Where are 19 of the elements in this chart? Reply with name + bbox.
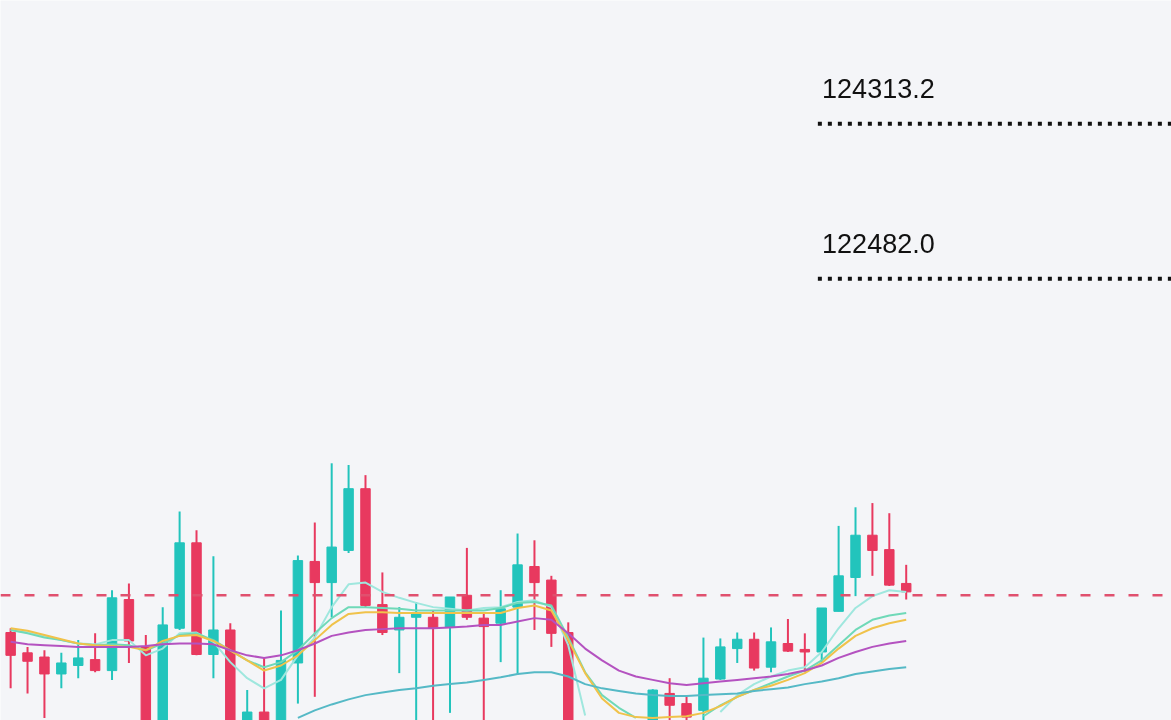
candlestick [241, 689, 253, 720]
candlestick [900, 563, 912, 601]
candlestick [89, 632, 101, 674]
candlestick [56, 651, 67, 690]
candlestick [258, 656, 270, 720]
candlestick [732, 631, 743, 664]
candlestick [799, 632, 811, 674]
candlestick [73, 639, 84, 680]
candlestick [22, 645, 33, 695]
candlestick [664, 677, 675, 720]
candlestick [5, 627, 16, 690]
candlestick [867, 502, 878, 577]
ref-line-label: 124313.2 [822, 73, 935, 104]
candlestick [309, 521, 321, 698]
candlestick [529, 539, 540, 631]
candlestick [782, 617, 794, 653]
candlestick [39, 649, 50, 719]
candlestick [394, 606, 405, 675]
ref-line-label: 122482.0 [822, 228, 935, 259]
